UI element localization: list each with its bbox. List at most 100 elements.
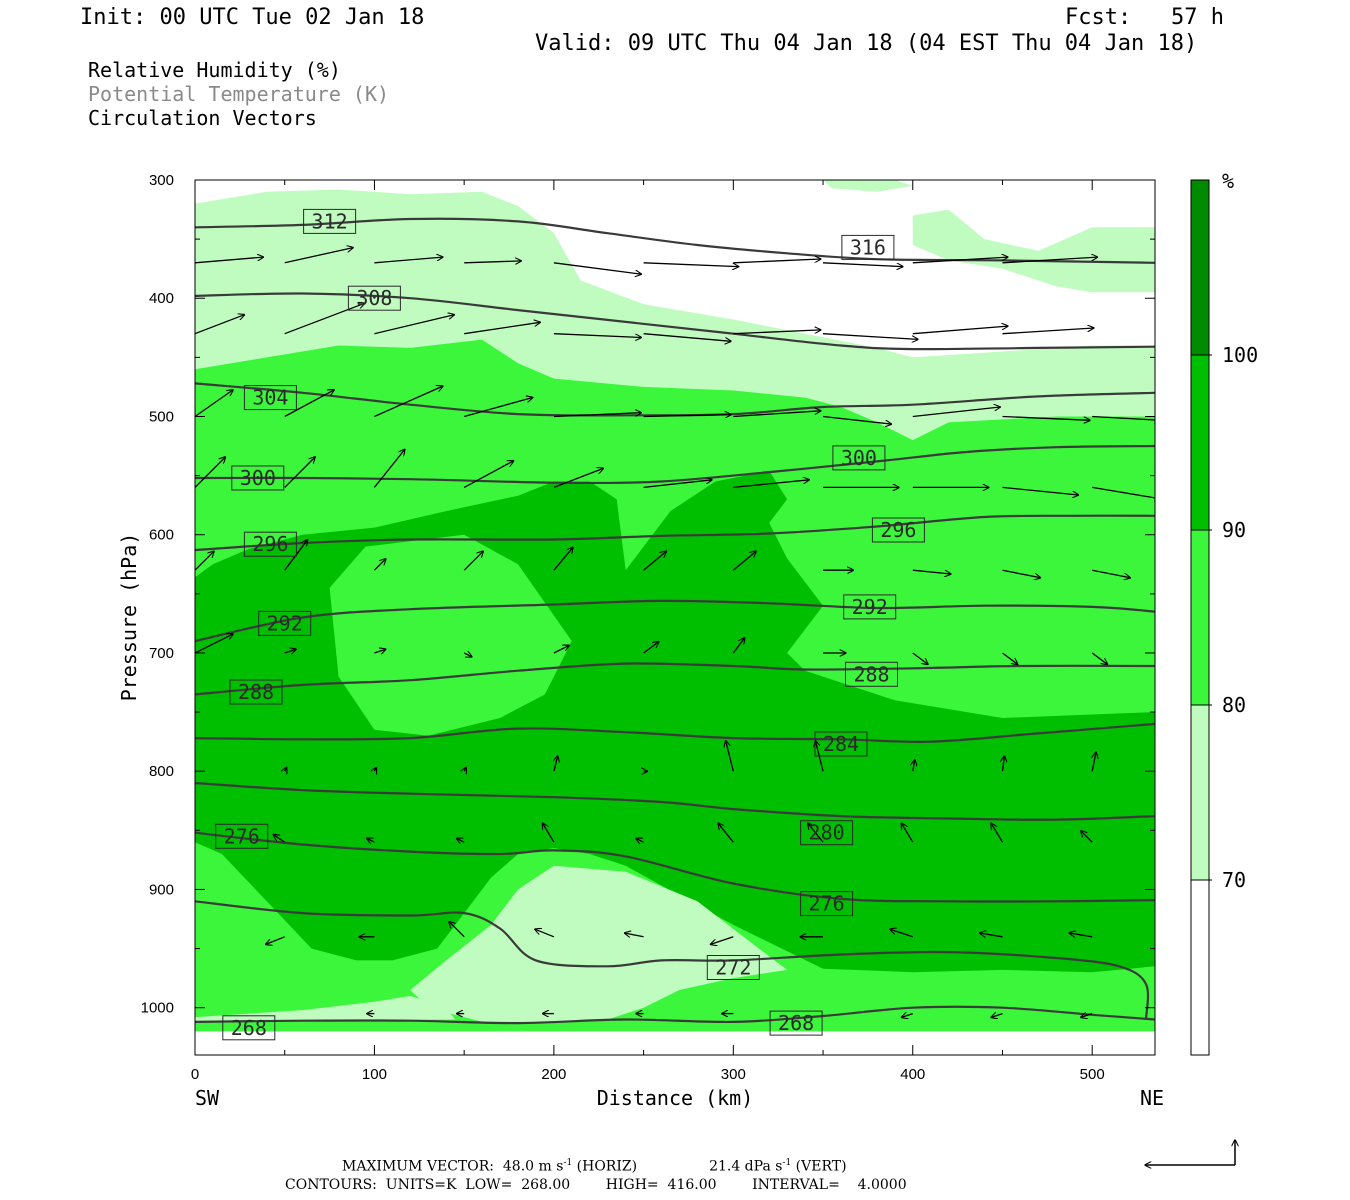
circulation-vector-86 xyxy=(449,922,465,938)
circulation-vector-101 xyxy=(1081,1014,1093,1018)
circulation-vector-80 xyxy=(808,823,824,843)
rh-legend-title: Relative Humidity (%) xyxy=(88,58,341,82)
rh-colorbar: % 100 90 80 70 xyxy=(1190,169,1258,1056)
circulation-vector-18 xyxy=(912,326,1008,335)
theta-label-text: 276 xyxy=(224,824,260,848)
max-vector-text: MAXIMUM VECTOR: 48.0 m s-1 (HORIZ) 21.4 d… xyxy=(342,1158,847,1175)
theta-contour-layer xyxy=(195,217,1155,1025)
theta-label-272-16: 272 xyxy=(706,955,760,980)
circulation-vector-layer xyxy=(195,248,1155,1018)
theta-label-268-17: 268 xyxy=(222,1015,276,1041)
x-left-end-label: SW xyxy=(195,1086,220,1110)
circulation-vector-79 xyxy=(718,823,734,843)
circulation-vector-64 xyxy=(285,767,287,771)
theta-contour-288 xyxy=(195,662,1155,696)
circulation-vector-100 xyxy=(991,1014,1003,1018)
x-tick-label-300: 300 xyxy=(721,1066,746,1083)
rh-fill-layer xyxy=(195,180,1155,1032)
circulation-vector-99 xyxy=(901,1014,914,1018)
contours-info: CONTOURS: UNITS=K LOW= 268.00 HIGH= 416.… xyxy=(285,1177,907,1193)
circulation-vector-66 xyxy=(464,767,466,771)
circulation-vector-73 xyxy=(1092,752,1096,772)
theta-label-292-8: 292 xyxy=(258,610,312,636)
circulation-vector-72 xyxy=(1003,756,1005,772)
theta-label-text: 304 xyxy=(252,386,288,410)
circulation-vector-78 xyxy=(636,838,644,842)
theta-label-text: 312 xyxy=(312,209,348,233)
theta-contour-296 xyxy=(195,514,1155,552)
plot-frame xyxy=(194,179,1156,1056)
circulation-vector-82 xyxy=(991,823,1004,843)
vector-legend-title: Circulation Vectors xyxy=(88,106,317,130)
circulation-vector-5 xyxy=(643,262,739,267)
circulation-vector-34 xyxy=(463,461,513,488)
theta-contour-284 xyxy=(195,722,1155,743)
circulation-vector-50 xyxy=(912,569,951,574)
theta-contour-276 xyxy=(195,831,1155,903)
circulation-vector-92 xyxy=(980,933,1003,937)
theta-label-text: 268 xyxy=(778,1011,814,1035)
circulation-vector-40 xyxy=(1002,486,1079,495)
circulation-vector-81 xyxy=(901,823,914,843)
circulation-vector-45 xyxy=(463,551,483,571)
circulation-vector-52 xyxy=(1092,569,1130,578)
circulation-vector-27 xyxy=(822,415,891,425)
theta-label-text: 296 xyxy=(880,518,916,542)
theta-contour-272 xyxy=(195,900,1150,1020)
x-axis-title: Distance (km) xyxy=(597,1086,754,1110)
rh-region-70-80-1 xyxy=(912,209,1155,293)
theta-contour-292 xyxy=(195,599,1155,643)
circulation-vector-36 xyxy=(643,480,712,489)
theta-label-text: 268 xyxy=(231,1016,267,1040)
circulation-vector-31 xyxy=(195,457,225,488)
theta-legend-title: Potential Temperature (K) xyxy=(88,82,390,106)
theta-label-284-12: 284 xyxy=(814,731,868,757)
theta-label-288-11: 288 xyxy=(845,661,898,687)
circulation-vector-13 xyxy=(464,322,540,335)
circulation-vector-54 xyxy=(284,649,296,653)
theta-contour-300 xyxy=(195,444,1155,485)
reference-vector-icon xyxy=(1145,1140,1235,1165)
x-tick-label-200: 200 xyxy=(541,1066,566,1083)
theta-label-layer: 312 316 308 304 300 300 296 296 292 292 288 288 284 2… xyxy=(215,208,925,1041)
theta-label-text: 288 xyxy=(238,680,274,704)
circulation-vector-46 xyxy=(553,547,573,571)
rh-region-70-80-2 xyxy=(823,180,913,192)
rh-region-70-80-7 xyxy=(410,865,788,1022)
colorbar-level-100: 100 xyxy=(1222,343,1258,367)
circulation-vector-48 xyxy=(732,551,756,571)
circulation-vector-16 xyxy=(733,330,820,335)
theta-label-312-0: 312 xyxy=(303,208,357,234)
theta-label-280-13: 280 xyxy=(800,820,854,846)
circulation-vector-4 xyxy=(553,262,641,274)
theta-label-text: 292 xyxy=(267,611,303,635)
colorbar-swatch-90-100 xyxy=(1191,355,1209,530)
theta-label-276-15: 276 xyxy=(800,891,854,917)
circulation-vector-84 xyxy=(266,936,285,945)
circulation-vector-17 xyxy=(822,333,918,340)
circulation-vector-44 xyxy=(373,559,385,571)
theta-contour-308 xyxy=(195,292,1155,351)
circulation-vector-71 xyxy=(913,760,915,772)
rh-region-80-90-6 xyxy=(329,534,572,736)
y-tick-label-1000: 1000 xyxy=(141,1000,174,1017)
circulation-vector-37 xyxy=(733,480,809,489)
colorbar-unit: % xyxy=(1222,169,1234,193)
colorbar-level-90: 90 xyxy=(1222,518,1246,542)
theta-label-text: 272 xyxy=(715,956,751,980)
circulation-vector-62 xyxy=(1002,652,1018,664)
y-tick-label-700: 700 xyxy=(149,645,174,662)
circulation-vector-28 xyxy=(912,407,1000,418)
x-tick-label-400: 400 xyxy=(900,1066,925,1083)
circulation-vector-47 xyxy=(643,551,667,571)
circulation-vector-7 xyxy=(822,262,903,267)
theta-label-296-6: 296 xyxy=(243,531,297,557)
circulation-vector-12 xyxy=(374,315,454,335)
circulation-vector-11 xyxy=(284,303,365,335)
theta-label-288-10: 288 xyxy=(229,679,283,705)
y-tick-label-300: 300 xyxy=(149,172,174,189)
circulation-vector-0 xyxy=(195,257,263,264)
circulation-vector-56 xyxy=(463,653,472,657)
circulation-vector-59 xyxy=(732,638,744,654)
circulation-vector-8 xyxy=(912,257,1008,264)
